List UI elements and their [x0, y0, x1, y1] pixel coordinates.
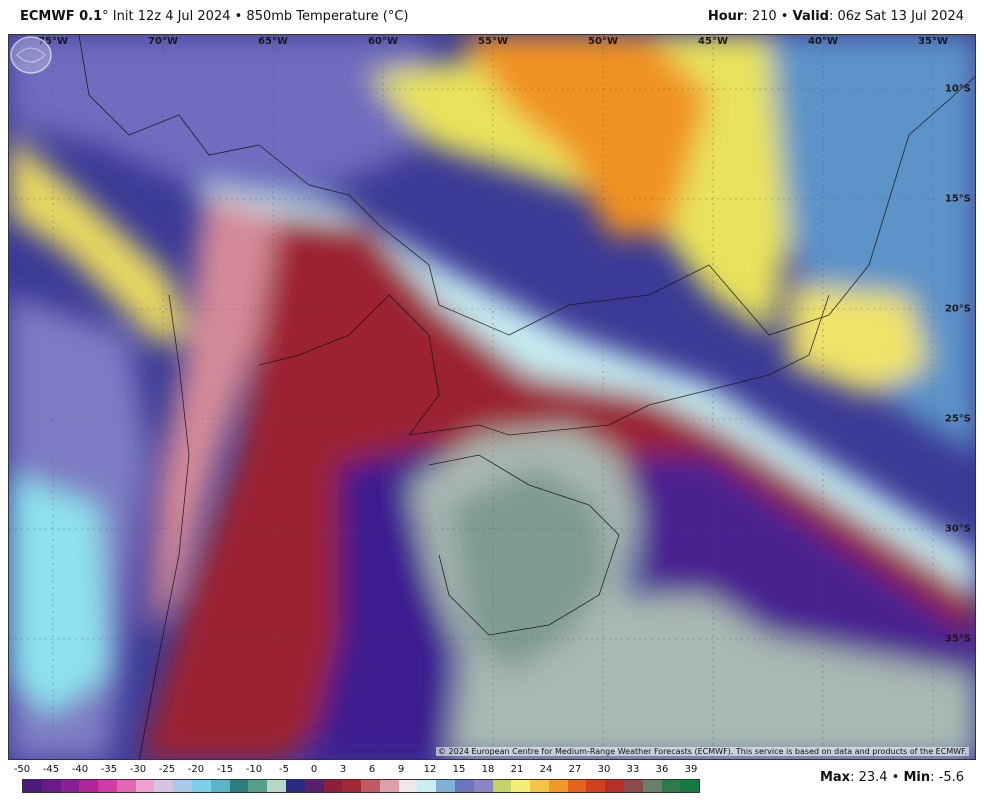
tick-label: -15 [216, 764, 234, 775]
lat-label-15s: 15°S [944, 193, 971, 205]
tick-label: -10 [245, 764, 263, 775]
tick-label: 21 [510, 764, 524, 775]
colorbar-swatch [586, 780, 606, 792]
colorbar-swatch [154, 780, 174, 792]
colorbar-swatch [661, 780, 681, 792]
colorbar-swatch [192, 780, 211, 792]
lat-label-20s: 20°S [944, 303, 971, 315]
colorbar-swatch [210, 780, 230, 792]
lon-label-70w: 70°W [148, 36, 178, 47]
colorbar-swatch [267, 780, 286, 792]
colorbar-swatch [116, 780, 136, 792]
tick-label: 33 [626, 764, 640, 775]
lat-label-35s: 35°S [944, 633, 971, 645]
tick-label: 0 [310, 764, 318, 775]
copyright-notice: © 2024 European Centre for Medium-Range … [436, 747, 969, 756]
colorbar-swatch [530, 780, 549, 792]
tick-label: -40 [71, 764, 89, 775]
colorbar-swatch [454, 780, 474, 792]
lon-label-45w: 45°W [698, 36, 728, 47]
temperature-map[interactable]: 75°W 70°W 65°W 60°W 55°W 50°W 45°W 40°W … [8, 34, 976, 760]
colorbar-swatch [511, 780, 531, 792]
tick-label: 39 [684, 764, 698, 775]
colorbar-swatch [379, 780, 399, 792]
lon-label-35w: 35°W [918, 36, 948, 47]
lat-label-30s: 30°S [944, 523, 971, 535]
valid-value: : 06z Sat 13 Jul 2024 [828, 9, 964, 24]
tick-label: -50 [13, 764, 31, 775]
tick-label: 18 [481, 764, 495, 775]
colorbar-swatch [248, 780, 268, 792]
model-name: ECMWF 0.1 [20, 9, 103, 24]
lon-label-60w: 60°W [368, 36, 398, 47]
max-label: Max [819, 770, 851, 785]
tick-label: -45 [42, 764, 60, 775]
colorbar-swatch [473, 780, 493, 792]
header-valid: Hour: 210 • Valid: 06z Sat 13 Jul 2024 [708, 0, 964, 34]
min-value: : -5.6 [930, 770, 964, 785]
colorbar-swatch [680, 780, 700, 792]
lon-label-55w: 55°W [478, 36, 508, 47]
tick-label: 24 [539, 764, 553, 775]
hour-label: Hour [707, 9, 744, 24]
lon-label-65w: 65°W [258, 36, 288, 47]
tick-label: -30 [129, 764, 147, 775]
colorbar-swatch [173, 780, 193, 792]
colorbar-swatch [60, 780, 80, 792]
colorbar-swatch [304, 780, 324, 792]
tick-label: 9 [397, 764, 405, 775]
colorbar-swatch [285, 780, 305, 792]
min-label: Min [903, 770, 931, 785]
colorbar-swatch [398, 780, 418, 792]
lon-label-50w: 50°W [588, 36, 618, 47]
colorbar-swatch [548, 780, 568, 792]
tick-label: -35 [100, 764, 118, 775]
max-min-readout: Max: 23.4 • Min: -5.6 [820, 770, 964, 785]
colorbar-swatch [624, 780, 643, 792]
colorbar-swatch [23, 780, 42, 792]
colorbar-tick-labels: -50 -45 -40 -35 -30 -25 -20 -15 -10 -5 0… [14, 764, 714, 778]
tick-label: 15 [452, 764, 466, 775]
lon-label-75w: 75°W [38, 36, 68, 47]
header-title: ECMWF 0.1° Init 12z 4 Jul 2024 • 850mb T… [20, 0, 409, 34]
temperature-colorbar [22, 779, 700, 793]
tick-label: 12 [423, 764, 437, 775]
colorbar-swatch [436, 780, 455, 792]
tick-label: 30 [597, 764, 611, 775]
colorbar-swatch [605, 780, 624, 792]
colorbar-swatch [41, 780, 61, 792]
tick-label: -5 [279, 764, 289, 775]
lon-label-40w: 40°W [808, 36, 838, 47]
tick-label: 6 [368, 764, 376, 775]
valid-label: Valid [792, 9, 829, 24]
lat-label-10s: 10°S [944, 83, 971, 95]
colorbar-swatch [361, 780, 380, 792]
tick-label: 36 [655, 764, 669, 775]
degree-symbol: ° [102, 9, 109, 24]
init-info: Init 12z 4 Jul 2024 • 850mb Temperature … [112, 9, 409, 24]
colorbar-swatch [135, 780, 155, 792]
tick-label: 3 [339, 764, 347, 775]
colorbar-swatch [492, 780, 512, 792]
colorbar-swatch [417, 780, 437, 792]
weatherbell-logo [10, 36, 52, 74]
tick-label: 27 [568, 764, 582, 775]
colorbar-swatch [98, 780, 117, 792]
map-graphic [9, 35, 975, 759]
colorbar-swatch [79, 780, 99, 792]
hour-value: : 210 • [743, 9, 793, 24]
colorbar-swatch [323, 780, 343, 792]
lat-label-25s: 25°S [944, 413, 971, 425]
tick-label: -25 [158, 764, 176, 775]
max-value: : 23.4 • [850, 770, 904, 785]
colorbar-swatch [229, 780, 249, 792]
tick-label: -20 [187, 764, 205, 775]
colorbar-swatch [567, 780, 587, 792]
colorbar-swatch [642, 780, 662, 792]
map-header: ECMWF 0.1° Init 12z 4 Jul 2024 • 850mb T… [0, 0, 984, 34]
colorbar-swatch [342, 780, 362, 792]
